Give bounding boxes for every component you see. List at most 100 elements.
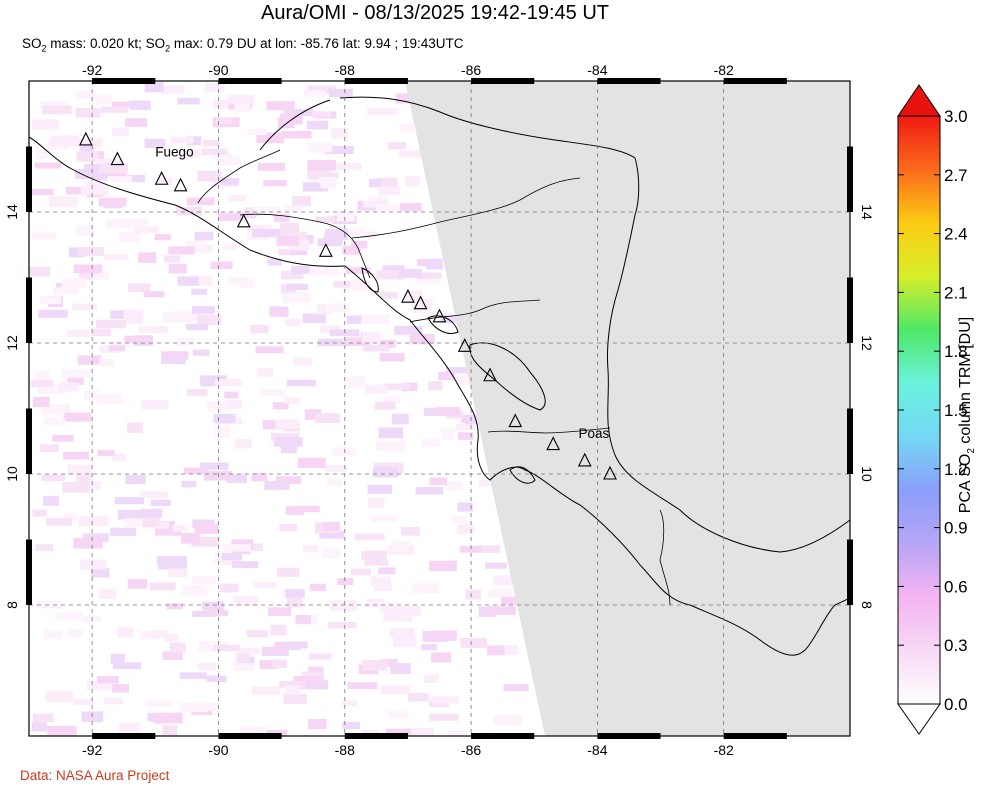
so2-pixel bbox=[267, 646, 286, 653]
so2-pixel bbox=[329, 600, 357, 611]
so2-pixel bbox=[166, 603, 184, 610]
lon-tick-label-top: -90 bbox=[208, 62, 228, 78]
frame-bar bbox=[847, 408, 853, 474]
colorbar-tick-label: 2.4 bbox=[944, 225, 968, 244]
frame-bar bbox=[723, 78, 787, 84]
so2-pixel bbox=[111, 453, 127, 461]
so2-pixel bbox=[185, 323, 209, 331]
so2-pixel bbox=[112, 684, 129, 693]
so2-pixel bbox=[376, 440, 406, 452]
so2-pixel bbox=[270, 624, 287, 636]
so2-pixel bbox=[142, 517, 160, 528]
so2-pixel bbox=[382, 396, 401, 404]
so2-pixel bbox=[52, 434, 74, 442]
so2-pixel bbox=[422, 630, 448, 642]
so2-pixel bbox=[383, 610, 413, 622]
so2-pixel bbox=[427, 381, 443, 391]
so2-pixel bbox=[173, 311, 203, 322]
frame-bar bbox=[26, 408, 32, 474]
so2-pixel bbox=[279, 524, 298, 532]
so2-pixel bbox=[98, 197, 127, 207]
so2-pixel bbox=[42, 105, 72, 115]
so2-pixel bbox=[399, 203, 422, 212]
so2-pixel bbox=[33, 396, 50, 407]
lon-tick-label-top: -82 bbox=[714, 62, 734, 78]
so2-pixel bbox=[409, 334, 435, 345]
so2-pixel bbox=[415, 272, 442, 279]
axis-tick-labels: -92 -92 -90 -90 -88 -88 -86 -86 -84 -84 -82 -82 14 14… bbox=[4, 62, 875, 758]
so2-pixel bbox=[238, 277, 255, 289]
so2-pixel bbox=[83, 389, 99, 400]
so2-pixel bbox=[406, 294, 423, 303]
so2-pixel bbox=[493, 715, 522, 726]
so2-summary: SO2 mass: 0.020 kt; SO2 max: 0.79 DU at … bbox=[22, 36, 464, 54]
so2-pixel bbox=[362, 345, 390, 352]
volcano-icon bbox=[413, 295, 428, 310]
so2-pixel bbox=[193, 702, 219, 712]
so2-pixel bbox=[46, 517, 72, 526]
so2-pixel bbox=[371, 515, 397, 522]
so2-pixel bbox=[359, 231, 377, 238]
colorbar-ticks: 3.0 2.7 2.4 2.1 1.8 1.5 1.2 0.9 0.6 0.3 0.0 bbox=[898, 107, 968, 714]
so2-pixel bbox=[478, 606, 497, 617]
so2-pixel bbox=[337, 578, 354, 586]
so2-pixel bbox=[154, 525, 182, 536]
so2-pixel bbox=[84, 164, 110, 173]
so2-pixel bbox=[79, 272, 96, 280]
colorbar-gradient bbox=[897, 115, 941, 705]
so2-pixel bbox=[318, 172, 339, 179]
so2-pixel bbox=[331, 128, 349, 139]
so2-pixel bbox=[398, 150, 425, 158]
so2-pixel bbox=[154, 234, 171, 241]
so2-pixel bbox=[32, 713, 54, 723]
so2-pixel bbox=[212, 99, 234, 109]
so2-pixel bbox=[73, 538, 103, 549]
so2-pixel bbox=[255, 346, 284, 354]
gulf-of-fonseca bbox=[361, 267, 379, 293]
so2-pixel bbox=[324, 145, 354, 154]
so2-pixel bbox=[228, 400, 243, 410]
so2-pixel bbox=[63, 512, 78, 522]
so2-pixel bbox=[239, 647, 260, 654]
so2-pixel bbox=[76, 225, 95, 237]
so2-pixel bbox=[110, 653, 125, 664]
so2-pixel bbox=[40, 101, 70, 109]
so2-pixel bbox=[346, 376, 366, 388]
so2-pixel bbox=[269, 306, 289, 317]
colorbar-tick-label: 1.8 bbox=[944, 342, 968, 361]
so2-pixel bbox=[252, 228, 281, 238]
frame-bar bbox=[26, 146, 32, 212]
so2-pixel bbox=[133, 226, 159, 233]
so2-pixel bbox=[177, 97, 200, 105]
so2-pixel bbox=[217, 213, 245, 221]
so2-pixel bbox=[246, 630, 268, 638]
so2-pixel bbox=[285, 589, 305, 598]
so2-pixel bbox=[429, 713, 459, 721]
frame-bar bbox=[847, 146, 853, 212]
so2-pixel bbox=[351, 240, 368, 249]
volcano-icon bbox=[236, 213, 251, 228]
so2-pixel bbox=[190, 275, 213, 286]
so2-retrieval-pixels bbox=[29, 82, 529, 736]
so2-pixel bbox=[162, 311, 179, 323]
so2-pixel bbox=[240, 726, 267, 734]
so2-pixel bbox=[465, 589, 481, 600]
so2-pixel bbox=[163, 255, 181, 263]
so2-pixel bbox=[74, 168, 103, 179]
so2-pixel bbox=[73, 264, 103, 274]
so2-pixel bbox=[158, 560, 187, 570]
so2-pixel bbox=[339, 228, 365, 236]
so2-pixel bbox=[445, 481, 463, 491]
so2-pixel bbox=[36, 600, 63, 609]
so2-pixel bbox=[162, 725, 178, 736]
so2-pixel bbox=[375, 204, 399, 212]
so2-pixel bbox=[206, 610, 228, 617]
so2-pixel bbox=[86, 680, 113, 691]
volcano-label: Poas bbox=[578, 426, 609, 441]
so2-pixel bbox=[347, 682, 378, 690]
so2-pixel bbox=[440, 428, 455, 440]
frame-bar bbox=[218, 733, 282, 739]
so2-pixel bbox=[231, 561, 259, 568]
volcano-icon bbox=[508, 413, 523, 428]
so2-pixel bbox=[138, 252, 157, 263]
